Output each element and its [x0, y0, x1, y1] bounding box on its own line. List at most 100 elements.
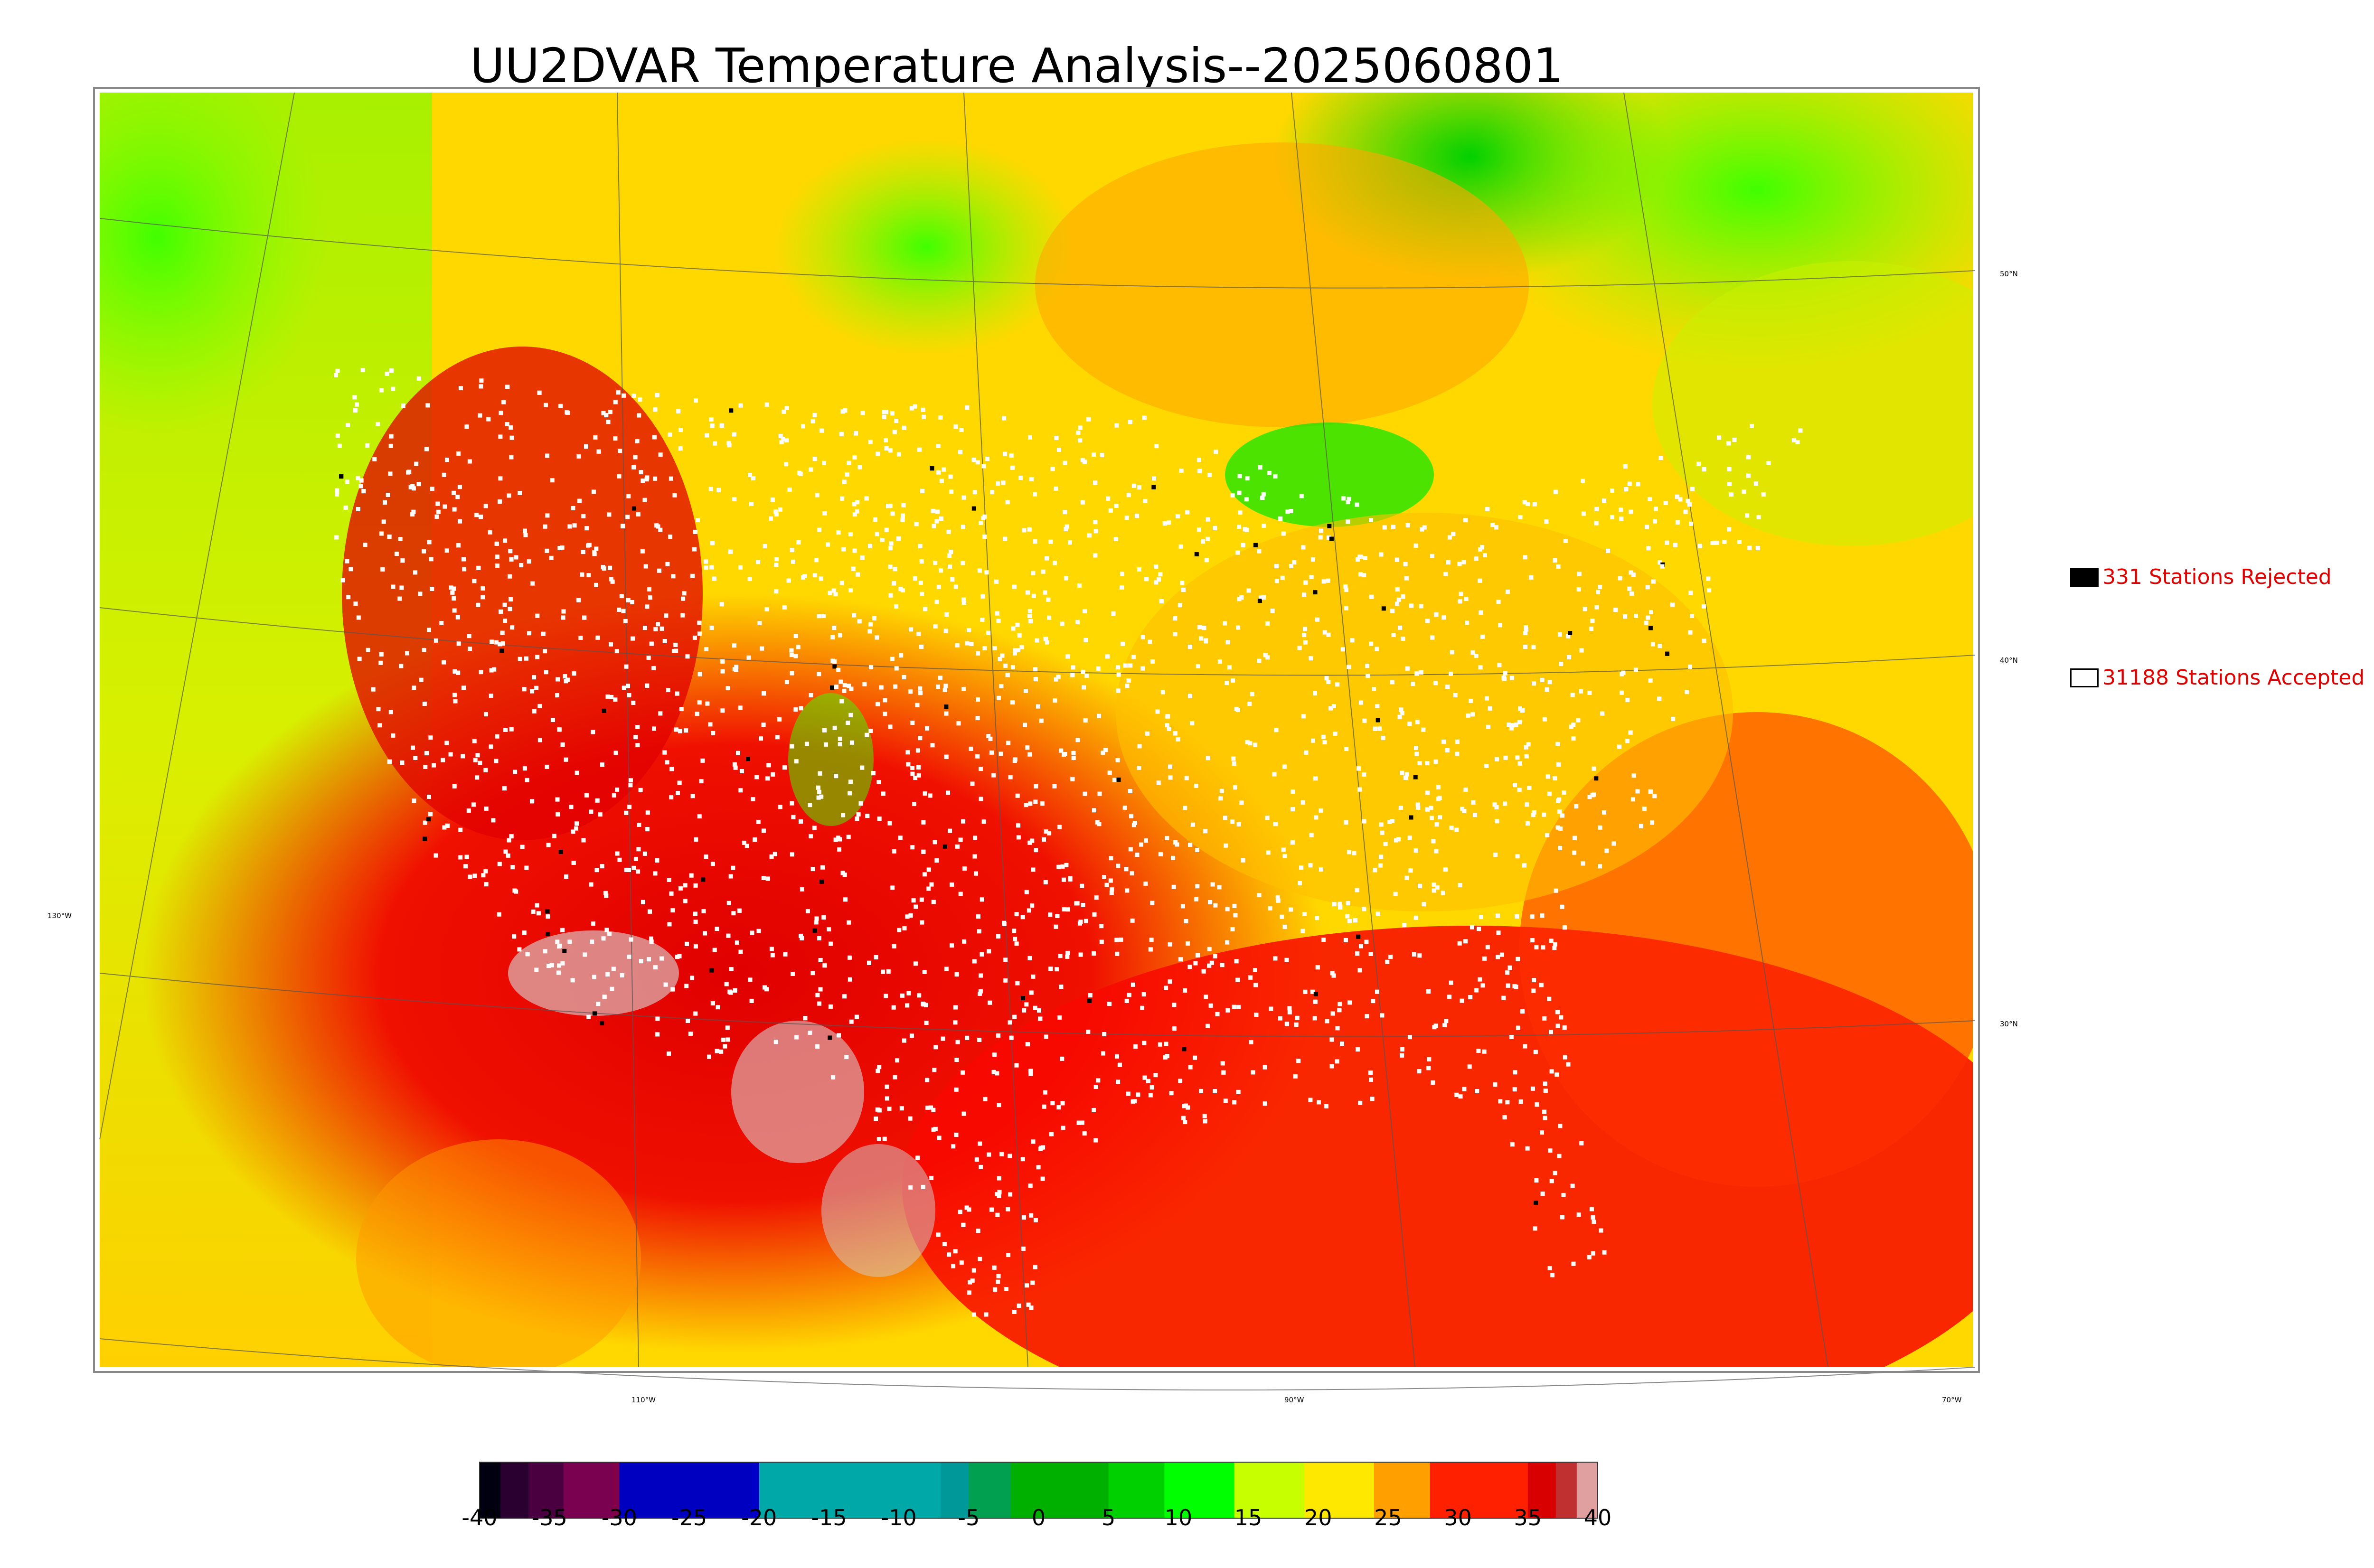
station-accepted	[951, 1144, 956, 1149]
station-accepted	[942, 467, 946, 472]
lon-label-70w: 70°W	[1942, 1396, 1962, 1404]
station-accepted	[1268, 906, 1272, 911]
station-accepted	[494, 640, 499, 645]
station-accepted	[1262, 1065, 1267, 1070]
station-accepted	[458, 827, 463, 832]
station-accepted	[1331, 704, 1336, 708]
station-accepted	[1289, 564, 1294, 568]
station-accepted	[997, 1103, 1001, 1108]
station-accepted	[1571, 736, 1576, 741]
station-accepted	[1137, 766, 1141, 770]
station-accepted	[790, 744, 794, 749]
station-accepted	[636, 512, 641, 516]
station-accepted	[1270, 609, 1275, 613]
station-accepted	[1028, 801, 1033, 806]
station-accepted	[1623, 464, 1628, 469]
station-accepted	[1234, 959, 1239, 964]
station-accepted	[845, 472, 849, 477]
station-accepted	[1522, 500, 1527, 505]
station-accepted	[1478, 578, 1482, 583]
station-accepted	[876, 451, 880, 456]
station-accepted	[1338, 901, 1342, 906]
station-accepted	[1144, 838, 1148, 843]
station-accepted	[681, 596, 686, 601]
station-accepted	[1478, 547, 1483, 552]
station-accepted	[1543, 1081, 1547, 1086]
station-accepted	[897, 928, 902, 932]
station-accepted	[996, 481, 1000, 486]
station-accepted	[846, 835, 851, 839]
station-accepted	[983, 1097, 988, 1101]
station-accepted	[1202, 1114, 1207, 1118]
station-accepted	[612, 793, 616, 798]
station-accepted	[1707, 588, 1712, 592]
station-accepted	[1006, 741, 1011, 745]
station-accepted	[890, 511, 895, 516]
station-accepted	[1330, 1011, 1335, 1016]
station-accepted	[1466, 713, 1470, 718]
station-accepted	[996, 695, 1001, 700]
station-accepted	[1405, 523, 1410, 527]
station-accepted	[445, 458, 449, 462]
station-accepted	[997, 1190, 1002, 1194]
station-accepted	[888, 724, 893, 729]
station-accepted	[514, 889, 518, 894]
station-accepted	[782, 409, 786, 414]
station-accepted	[1457, 941, 1462, 946]
station-accepted	[1698, 544, 1702, 548]
station-accepted	[1726, 441, 1731, 446]
station-accepted	[560, 961, 565, 966]
station-accepted	[933, 561, 938, 565]
station-accepted	[1532, 810, 1536, 815]
station-accepted	[1128, 789, 1132, 793]
station-accepted	[1416, 805, 1421, 810]
station-accepted	[888, 593, 893, 598]
station-accepted	[933, 1045, 938, 1050]
station-accepted	[1553, 942, 1557, 947]
station-accepted	[833, 837, 838, 842]
station-accepted	[1150, 901, 1155, 905]
station-accepted	[1308, 863, 1313, 868]
station-accepted	[972, 959, 977, 964]
station-accepted	[1458, 599, 1462, 604]
station-accepted	[801, 424, 805, 429]
station-accepted	[1213, 954, 1217, 958]
station-accepted	[1159, 599, 1164, 603]
station-accepted	[1025, 1042, 1030, 1047]
station-accepted	[401, 404, 405, 408]
station-accepted	[1303, 580, 1308, 585]
station-accepted	[478, 761, 482, 765]
station-accepted	[1488, 706, 1492, 711]
station-accepted	[1213, 903, 1218, 908]
station-accepted	[1169, 1091, 1174, 1096]
station-accepted	[411, 509, 416, 514]
station-accepted	[1054, 677, 1058, 682]
station-accepted	[1579, 1141, 1584, 1145]
station-accepted	[942, 1242, 947, 1247]
station-accepted	[885, 1096, 889, 1101]
station-accepted	[1520, 708, 1525, 713]
station-accepted	[955, 844, 960, 849]
station-accepted	[906, 762, 911, 767]
station-accepted	[693, 529, 697, 534]
temperature-field	[100, 93, 1973, 1367]
station-accepted	[995, 1212, 1000, 1217]
station-accepted	[479, 378, 484, 383]
station-accepted	[1453, 693, 1458, 697]
station-accepted	[902, 425, 906, 430]
station-accepted	[619, 594, 624, 599]
station-accepted	[1280, 914, 1284, 919]
station-accepted	[651, 666, 656, 670]
station-accepted	[868, 440, 873, 444]
station-accepted	[921, 820, 926, 825]
station-accepted	[1128, 663, 1133, 668]
station-accepted	[1370, 1097, 1375, 1101]
station-accepted	[1598, 864, 1602, 869]
station-accepted	[1220, 1061, 1225, 1066]
station-rejected	[1313, 992, 1318, 996]
station-accepted	[1658, 644, 1662, 648]
station-accepted	[1048, 967, 1053, 971]
station-accepted	[1120, 585, 1124, 590]
colorbar-segment	[1527, 1462, 1556, 1518]
colorbar-segment	[1374, 1462, 1431, 1518]
